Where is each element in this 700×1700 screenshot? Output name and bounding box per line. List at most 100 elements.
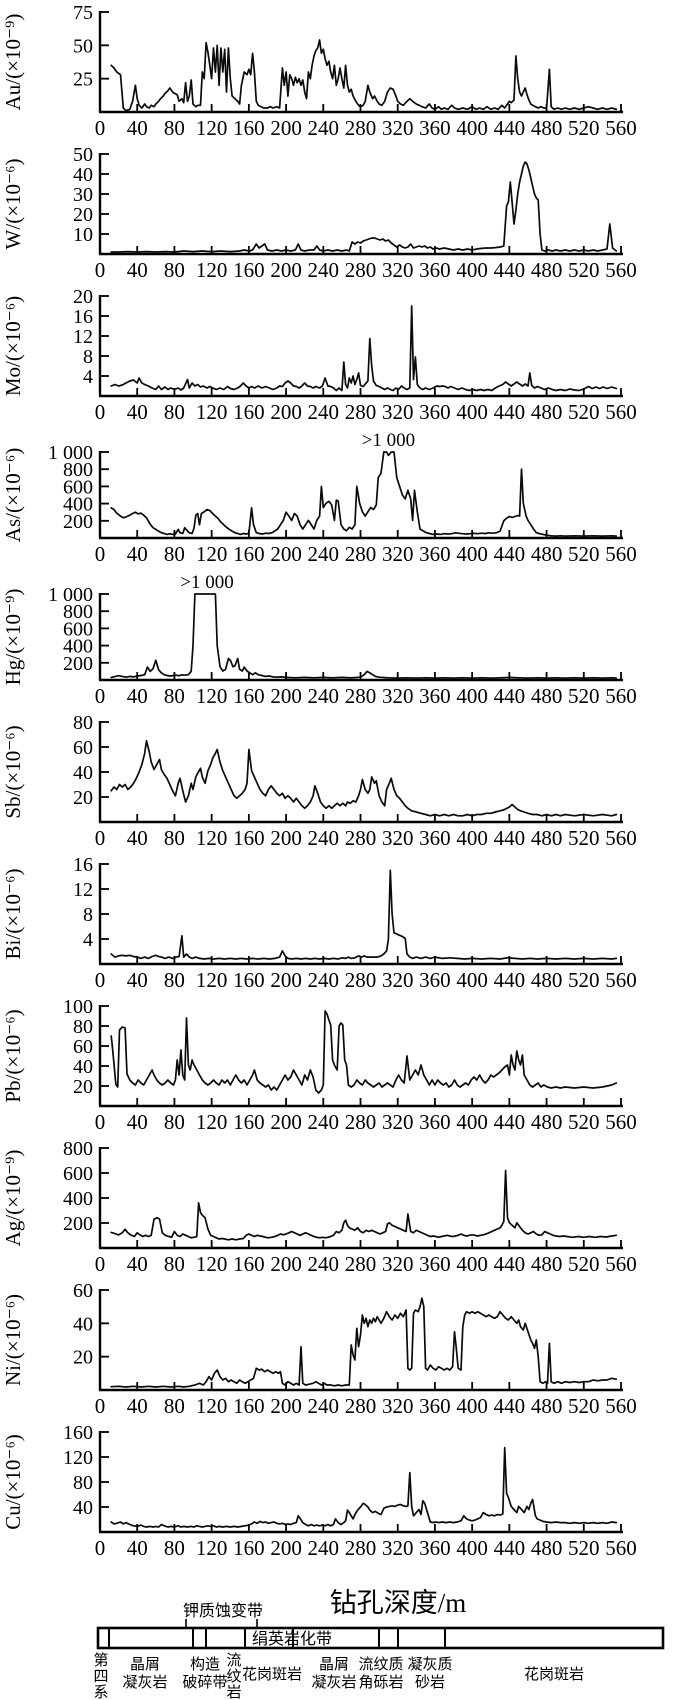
x-tick-label: 240 [308, 542, 340, 566]
y-tick-label: 1 000 [48, 584, 93, 606]
x-tick-label: 400 [456, 1110, 488, 1134]
x-tick-label: 480 [531, 1110, 563, 1134]
y-tick-label: 800 [63, 459, 93, 481]
x-tick-label: 80 [164, 1536, 185, 1560]
series-Ni [110, 1297, 618, 1388]
x-tick-label: 400 [456, 1252, 488, 1276]
x-tick-label: 200 [270, 542, 302, 566]
y-tick-label: 4 [83, 929, 93, 951]
y-tick-label: 100 [63, 996, 93, 1018]
x-tick-label: 360 [419, 1252, 451, 1276]
x-tick-label: 480 [531, 1394, 563, 1418]
x-tick-label: 0 [95, 258, 106, 282]
lith-label-第四系: 四 [93, 1669, 108, 1685]
x-tick-label: 80 [164, 826, 185, 850]
x-tick-label: 120 [196, 116, 228, 140]
series-Mo [110, 305, 618, 392]
x-tick-label: 280 [345, 968, 377, 992]
x-tick-label: 40 [127, 1394, 148, 1418]
x-tick-label: 280 [345, 1536, 377, 1560]
x-tick-label: 560 [605, 1252, 637, 1276]
panel-ylabel-Mo: Mo/(×10⁻⁶) [1, 296, 25, 396]
y-tick-label: 600 [63, 618, 93, 640]
y-tick-label: 400 [63, 636, 93, 658]
x-tick-label: 440 [494, 400, 526, 424]
x-tick-label: 440 [494, 1252, 526, 1276]
x-tick-label: 0 [95, 116, 106, 140]
x-tick-label: 0 [95, 542, 106, 566]
x-tick-label: 40 [127, 968, 148, 992]
series-W [110, 161, 618, 253]
x-tick-label: 0 [95, 1110, 106, 1134]
lith-label-晶屑凝灰岩: 凝灰岩 [122, 1674, 167, 1691]
panel-ylabel-W: W/(×10⁻⁶) [1, 159, 25, 250]
x-tick-label: 160 [233, 1110, 265, 1134]
x-tick-label: 320 [382, 1394, 414, 1418]
panel-ylabel-Cu: Cu/(×10⁻⁶) [1, 1434, 25, 1530]
x-tick-label: 0 [95, 1536, 106, 1560]
x-tick-label: 560 [605, 116, 637, 140]
y-tick-label: 400 [63, 494, 93, 516]
x-tick-label: 240 [308, 1394, 340, 1418]
x-tick-label: 560 [605, 1394, 637, 1418]
x-tick-label: 520 [568, 1110, 600, 1134]
x-tick-label: 240 [308, 116, 340, 140]
x-tick-label: 400 [456, 826, 488, 850]
x-tick-label: 240 [308, 1536, 340, 1560]
x-tick-label: 0 [95, 968, 106, 992]
panel-ylabel-Hg: Hg/(×10⁻⁹) [1, 589, 25, 686]
x-tick-label: 240 [308, 968, 340, 992]
y-tick-label: 30 [73, 184, 93, 206]
x-tick-label: 80 [164, 542, 185, 566]
y-tick-label: 40 [73, 1313, 93, 1335]
x-tick-label: 480 [531, 684, 563, 708]
x-tick-label: 440 [494, 258, 526, 282]
y-tick-label: 800 [63, 1138, 93, 1160]
x-tick-label: 560 [605, 1110, 637, 1134]
x-tick-label: 320 [382, 684, 414, 708]
x-tick-label: 80 [164, 258, 185, 282]
x-tick-label: 360 [419, 542, 451, 566]
x-tick-label: 160 [233, 542, 265, 566]
x-tick-label: 120 [196, 542, 228, 566]
x-tick-label: 280 [345, 1110, 377, 1134]
lith-label-流纹质角砾岩: 角砾岩 [358, 1674, 403, 1691]
x-tick-label: 160 [233, 1536, 265, 1560]
x-tick-label: 320 [382, 542, 414, 566]
series-Bi [110, 869, 618, 960]
x-tick-label: 80 [164, 1394, 185, 1418]
x-tick-label: 80 [164, 968, 185, 992]
x-tick-label: 200 [270, 116, 302, 140]
x-tick-label: 320 [382, 1110, 414, 1134]
y-tick-label: 16 [73, 854, 93, 876]
x-tick-label: 320 [382, 400, 414, 424]
x-tick-label: 360 [419, 1110, 451, 1134]
x-tick-label: 520 [568, 258, 600, 282]
x-tick-label: 240 [308, 1252, 340, 1276]
lith-label-流纹岩: 流 [226, 1652, 241, 1669]
x-tick-label: 440 [494, 826, 526, 850]
x-tick-label: 240 [308, 826, 340, 850]
lith-label-构造破碎带: 破碎带 [182, 1674, 227, 1691]
y-tick-label: 10 [73, 224, 93, 246]
x-tick-label: 280 [345, 684, 377, 708]
y-tick-label: 800 [63, 601, 93, 623]
x-tick-label: 40 [127, 1252, 148, 1276]
x-tick-label: 200 [270, 1110, 302, 1134]
y-tick-label: 25 [73, 69, 93, 91]
x-tick-label: 400 [456, 1536, 488, 1560]
y-tick-label: 40 [73, 164, 93, 186]
x-tick-label: 200 [270, 684, 302, 708]
y-tick-label: 80 [73, 1472, 93, 1494]
x-tick-label: 120 [196, 258, 228, 282]
x-tick-label: 80 [164, 116, 185, 140]
x-tick-label: 480 [531, 968, 563, 992]
panel-ylabel-Pb: Pb/(×10⁻⁶) [1, 1009, 25, 1102]
x-tick-label: 360 [419, 968, 451, 992]
x-tick-label: 200 [270, 968, 302, 992]
x-tick-label: 120 [196, 400, 228, 424]
x-tick-label: 280 [345, 1252, 377, 1276]
x-tick-label: 280 [345, 258, 377, 282]
lith-label-流纹岩: 岩 [226, 1684, 241, 1700]
